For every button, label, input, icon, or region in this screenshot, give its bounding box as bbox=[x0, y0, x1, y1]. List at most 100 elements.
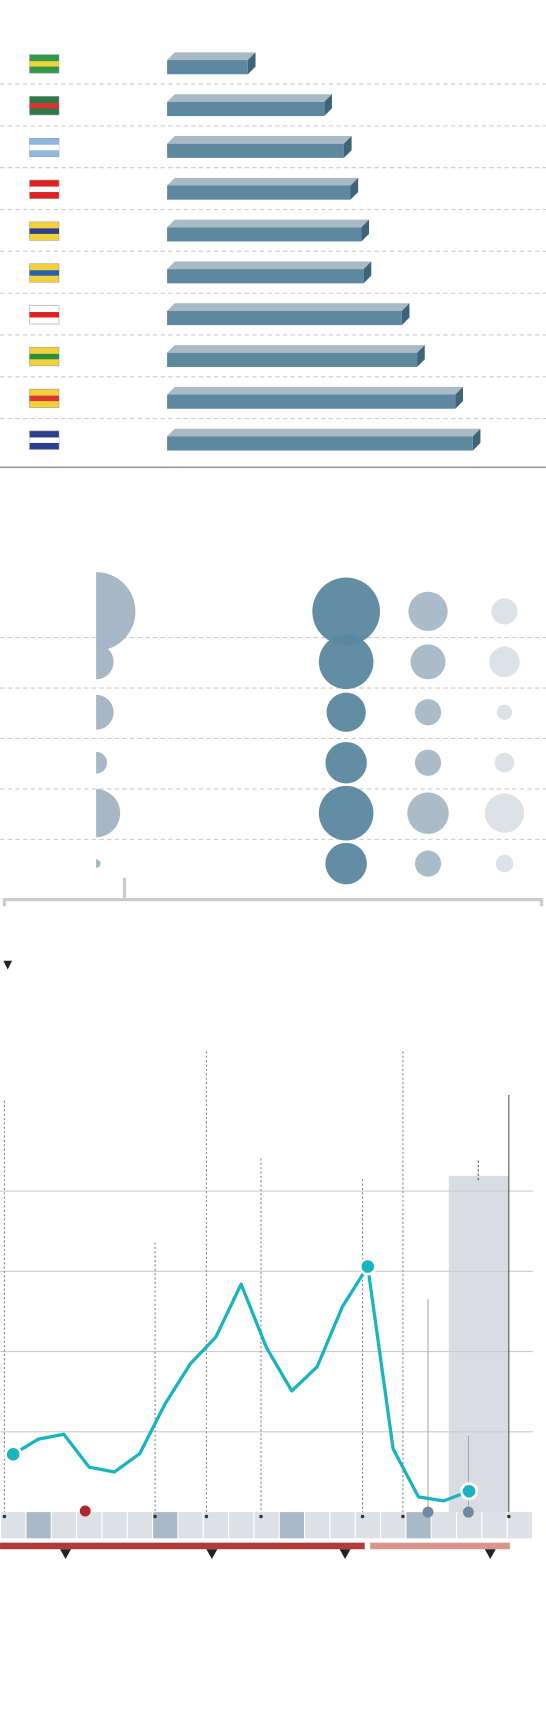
bubble bbox=[414, 749, 442, 776]
tick-dot bbox=[401, 1514, 405, 1519]
bar bbox=[167, 436, 473, 451]
half-bubble bbox=[96, 572, 136, 651]
timeline-cell bbox=[482, 1512, 507, 1539]
marker bbox=[206, 1549, 218, 1560]
flag-band bbox=[29, 395, 60, 402]
tick-dot bbox=[2, 1514, 7, 1519]
half-bubble bbox=[96, 694, 114, 730]
bar bbox=[167, 269, 364, 284]
bubble bbox=[318, 785, 374, 841]
timeline-cell bbox=[330, 1512, 355, 1539]
bar-side bbox=[401, 303, 410, 326]
timeline-cell bbox=[153, 1512, 178, 1539]
point bbox=[358, 1257, 377, 1276]
bar-top bbox=[167, 303, 410, 311]
bar-side bbox=[247, 52, 256, 75]
flag-band bbox=[29, 353, 60, 360]
timeline-cell bbox=[51, 1512, 77, 1539]
bar bbox=[167, 227, 362, 242]
bubble bbox=[491, 598, 518, 625]
event-dot bbox=[422, 1506, 434, 1518]
bar-side bbox=[455, 386, 463, 409]
bar bbox=[167, 310, 402, 326]
marker bbox=[339, 1549, 351, 1560]
timeline-cell bbox=[178, 1512, 203, 1539]
bubble bbox=[414, 850, 442, 877]
highlight-band bbox=[448, 1175, 509, 1513]
bubble bbox=[325, 842, 367, 885]
bar-side bbox=[361, 219, 370, 242]
half-bubble bbox=[96, 859, 101, 868]
bar bbox=[167, 60, 248, 75]
half-bubble bbox=[96, 789, 121, 838]
bar-top bbox=[167, 177, 359, 186]
bar bbox=[167, 101, 325, 117]
timeline-cell bbox=[77, 1512, 102, 1539]
timeline-cell bbox=[507, 1512, 532, 1539]
tick-dot bbox=[507, 1514, 511, 1519]
bracket bbox=[2, 877, 544, 907]
timeline-cell bbox=[26, 1512, 51, 1539]
bubble bbox=[410, 644, 446, 680]
bar-side bbox=[350, 177, 359, 200]
bubble bbox=[494, 752, 515, 773]
tick-dot bbox=[204, 1514, 209, 1519]
flag-band bbox=[29, 144, 60, 151]
bar-top bbox=[167, 386, 463, 395]
bar-top bbox=[167, 136, 352, 144]
bubble bbox=[326, 692, 366, 732]
bubble bbox=[414, 699, 442, 726]
bubble bbox=[312, 577, 380, 646]
timeline-cell bbox=[355, 1512, 380, 1539]
bubble bbox=[408, 591, 448, 632]
marker bbox=[60, 1549, 72, 1560]
bubble bbox=[489, 646, 520, 678]
tick-dot bbox=[360, 1514, 365, 1519]
timeline-cell bbox=[229, 1512, 254, 1539]
flag-band bbox=[29, 312, 60, 318]
bubble bbox=[325, 741, 367, 784]
line bbox=[12, 1264, 470, 1503]
bar-top bbox=[167, 428, 481, 437]
bubble bbox=[496, 704, 513, 720]
bar-side bbox=[324, 94, 332, 117]
bar-top bbox=[167, 261, 372, 270]
bar-top bbox=[167, 345, 425, 353]
bubble bbox=[318, 634, 374, 690]
event-dot bbox=[462, 1506, 474, 1518]
tick-dot bbox=[259, 1514, 263, 1519]
flag-band bbox=[29, 437, 60, 443]
bubble bbox=[407, 792, 449, 834]
timeline-cell bbox=[431, 1512, 456, 1539]
bar bbox=[167, 185, 351, 200]
flag-band bbox=[29, 270, 60, 276]
bar-side bbox=[363, 261, 372, 284]
marker bbox=[484, 1549, 496, 1560]
flag-band bbox=[29, 61, 60, 67]
bar-side bbox=[472, 428, 481, 451]
timeline-cell bbox=[102, 1512, 127, 1539]
bar-top bbox=[167, 219, 370, 228]
bar-top bbox=[167, 52, 256, 61]
flag-band bbox=[29, 228, 60, 234]
bubble bbox=[495, 854, 514, 873]
half-bubble bbox=[96, 751, 108, 774]
timeline-cell bbox=[127, 1512, 153, 1539]
bar-side bbox=[343, 136, 352, 158]
marker bbox=[3, 960, 13, 970]
point bbox=[4, 1445, 23, 1464]
period-bar bbox=[0, 1542, 365, 1550]
bar-top bbox=[167, 94, 332, 102]
period-bar bbox=[370, 1542, 510, 1550]
bar bbox=[167, 143, 344, 158]
point bbox=[460, 1482, 479, 1501]
timeline-cell bbox=[279, 1512, 305, 1539]
half-bubble bbox=[96, 644, 114, 680]
flag-band bbox=[29, 102, 60, 109]
bar-side bbox=[417, 345, 425, 367]
timeline-cell bbox=[305, 1512, 330, 1539]
bar bbox=[167, 394, 456, 409]
timeline-cell bbox=[254, 1512, 279, 1539]
